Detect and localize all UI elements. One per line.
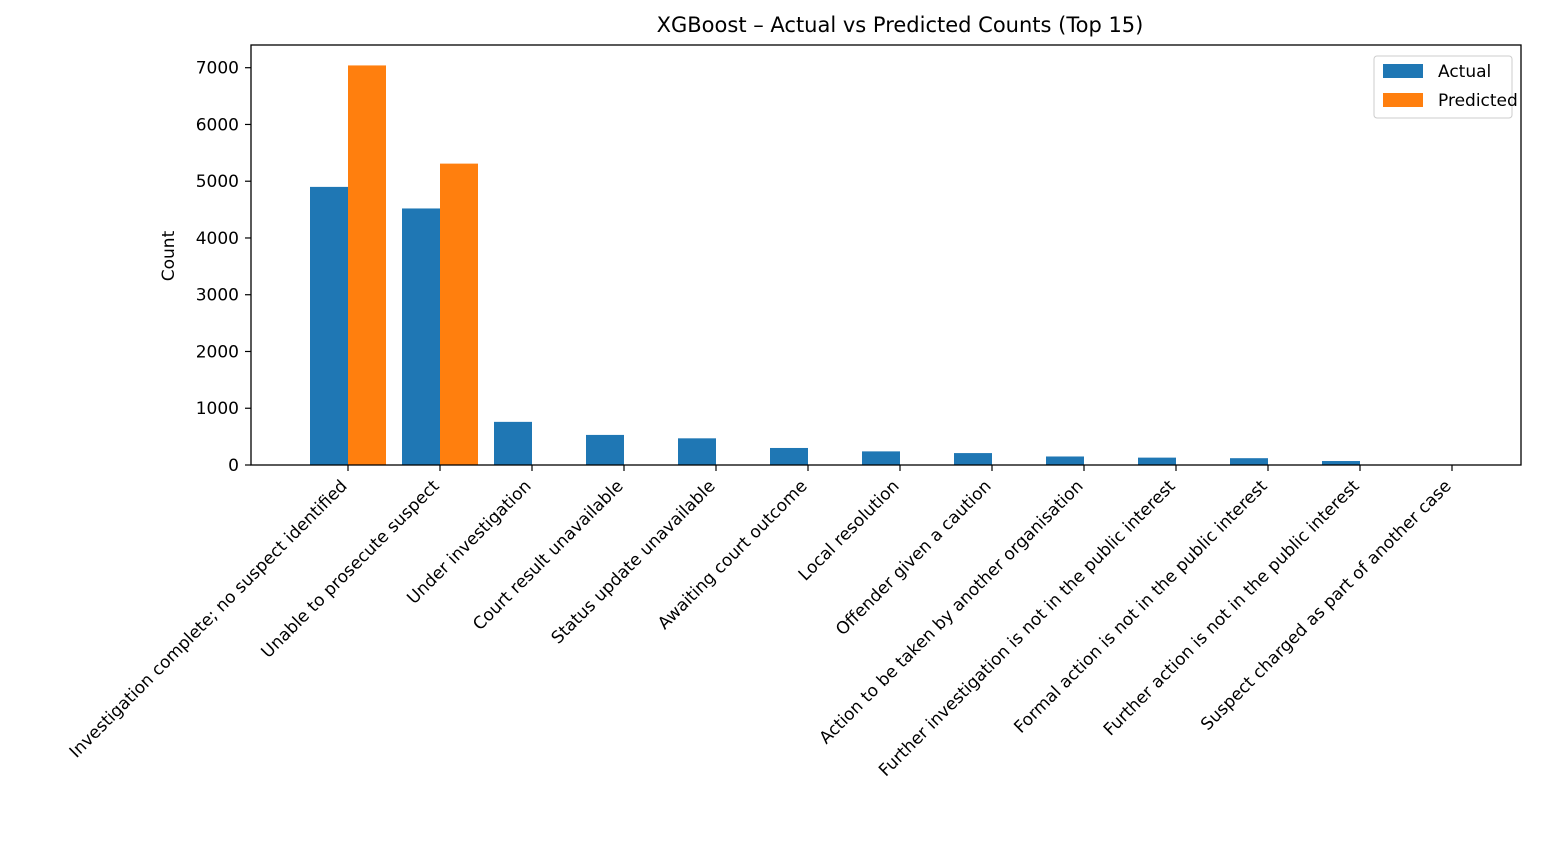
plot-frame xyxy=(250,44,1522,466)
bar-actual-4 xyxy=(678,438,716,465)
x-tick-label: Unable to prosecute suspect xyxy=(258,476,444,662)
legend: Actual Predicted xyxy=(1373,55,1518,119)
bar-actual-7 xyxy=(954,453,992,465)
bar-actual-8 xyxy=(1046,456,1084,465)
legend-swatch-predicted xyxy=(1383,93,1423,107)
y-tick-label: 7000 xyxy=(196,59,239,79)
y-axis-label: Count xyxy=(159,230,179,281)
bar-actual-2 xyxy=(494,421,532,465)
y-tick-label: 2000 xyxy=(196,342,239,362)
y-tick-label: 6000 xyxy=(196,115,239,135)
bar-actual-3 xyxy=(586,434,624,465)
x-tick-label: Local resolution xyxy=(795,476,904,585)
bar-actual-1 xyxy=(402,208,440,465)
legend-swatch-actual xyxy=(1383,64,1423,78)
x-tick-label: Awaiting court outcome xyxy=(654,476,811,633)
legend-label-actual: Actual xyxy=(1438,62,1491,82)
x-axis-ticks: Investigation complete; no suspect ident… xyxy=(66,465,1456,781)
bar-actual-6 xyxy=(862,451,900,465)
y-tick-label: 5000 xyxy=(196,172,239,192)
bars-layer xyxy=(310,65,1452,465)
x-tick-label: Court result unavailable xyxy=(469,476,627,634)
chart-title: XGBoost – Actual vs Predicted Counts (To… xyxy=(657,13,1144,37)
y-axis-ticks: 0 1000 2000 3000 4000 5000 6000 7000 xyxy=(196,59,251,476)
x-tick-label: Status update unavailable xyxy=(548,476,720,648)
bar-predicted-1 xyxy=(440,163,478,465)
bar-predicted-0 xyxy=(348,65,386,465)
y-tick-label: 1000 xyxy=(196,399,239,419)
y-tick-label: 0 xyxy=(228,456,239,476)
bar-actual-0 xyxy=(310,186,348,465)
legend-label-predicted: Predicted xyxy=(1438,91,1518,111)
x-tick-label: Offender given a caution xyxy=(832,476,995,639)
bar-actual-10 xyxy=(1230,458,1268,465)
y-tick-label: 3000 xyxy=(196,286,239,306)
bar-actual-5 xyxy=(770,447,808,465)
y-tick-label: 4000 xyxy=(196,229,239,249)
bar-actual-11 xyxy=(1322,461,1360,465)
bar-actual-9 xyxy=(1138,457,1176,465)
